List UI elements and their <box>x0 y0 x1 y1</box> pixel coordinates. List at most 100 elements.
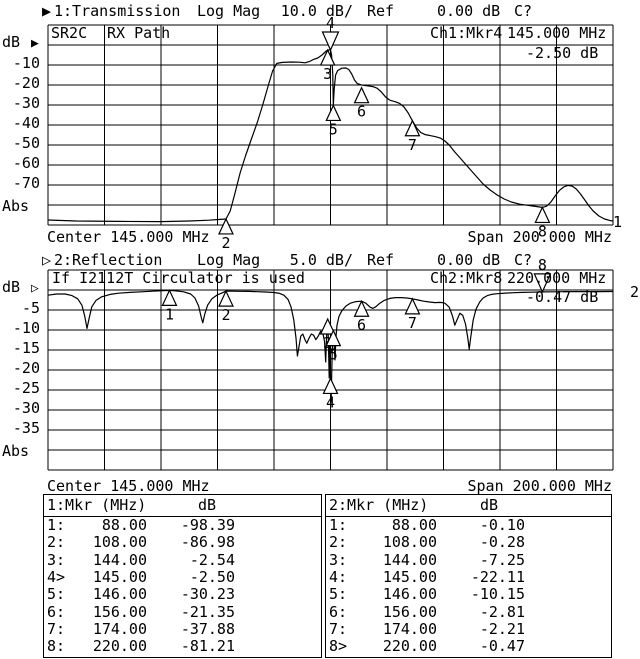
marker-2 <box>218 289 234 307</box>
marker-label-3: 3 <box>323 65 332 83</box>
divider <box>326 516 611 517</box>
ch2-marker-table-unit: dB <box>480 496 499 514</box>
marker-label-4: 4 <box>326 393 335 411</box>
marker-label-7: 7 <box>408 136 417 154</box>
ch1-span-freq: Span 200.000 MHz <box>467 228 613 246</box>
marker-db-value: -22.11 <box>470 568 525 587</box>
marker-number: 1: <box>47 516 66 534</box>
trace-reflection <box>47 289 614 403</box>
marker-number: 3: <box>47 550 66 569</box>
trace-transmission <box>47 49 614 223</box>
marker-table-row: 8> 220.00 -0.47 <box>326 639 611 656</box>
ch2-ref-value: 0.00 dB <box>437 251 501 269</box>
marker-number: 5: <box>47 585 66 604</box>
ch1-format: Log Mag <box>197 2 261 20</box>
y-axis-unit: dB <box>2 278 21 296</box>
marker-frequency: 146.00 <box>382 585 437 604</box>
marker-number: 4> <box>47 568 66 587</box>
marker-db-value: -86.98 <box>180 533 235 552</box>
marker-db-value: -0.47 <box>479 637 525 656</box>
marker-number: 6: <box>47 602 66 621</box>
marker-frequency: 108.00 <box>382 533 437 552</box>
marker-2 <box>218 217 234 235</box>
marker-table-row: 4: 145.00 -22.11 <box>326 570 611 587</box>
marker-number: 2: <box>329 533 348 552</box>
marker-1 <box>161 288 178 307</box>
marker-frequency: 156.00 <box>382 602 437 621</box>
ch2-center-freq: Center 145.000 MHz <box>47 477 210 495</box>
marker-number: 7: <box>329 620 348 639</box>
ch2-marker-value: -0.47 dB <box>526 288 599 306</box>
ch1-center-freq: Center 145.000 MHz <box>47 228 210 246</box>
divider <box>44 516 321 517</box>
marker-table-row: 2: 108.00 -86.98 <box>44 535 321 552</box>
marker-db-value: -2.54 <box>189 550 235 569</box>
y-axis-abs-label: Abs <box>2 197 30 215</box>
marker-number: 5: <box>329 585 348 604</box>
marker-label-1: 1 <box>165 305 174 323</box>
marker-number: 8> <box>329 637 348 656</box>
marker-table-row: 3: 144.00 -2.54 <box>44 550 321 570</box>
marker-frequency: 144.00 <box>382 550 437 569</box>
marker-number: 2: <box>47 533 66 552</box>
marker-table-row: 2: 108.00 -0.28 <box>326 535 611 552</box>
ch2-format: Log Mag <box>197 251 261 269</box>
marker-frequency: 146.00 <box>92 585 147 604</box>
y-axis-label: -50 <box>12 134 40 152</box>
y-axis-label: -10 <box>12 319 40 337</box>
ch2-span-freq: Span 200.000 MHz <box>467 477 613 495</box>
marker-table-row: 1: 88.00 -0.10 <box>326 518 611 535</box>
marker-label-5: 5 <box>329 120 338 138</box>
marker-table-row: 6: 156.00 -2.81 <box>326 602 611 622</box>
marker-db-value: -98.39 <box>180 516 235 534</box>
y-axis-label: -40 <box>12 114 40 132</box>
marker-table-row: 7: 174.00 -2.21 <box>326 622 611 639</box>
marker-frequency: 174.00 <box>382 620 437 639</box>
y-axis-label: -20 <box>12 359 40 377</box>
ch1-ref-label: Ref <box>367 2 395 20</box>
y-axis-label: -20 <box>12 74 40 92</box>
ch1-ref-position-arrow-icon: ▶ <box>31 36 39 51</box>
ch2-marker-freq: 220.000 MHz <box>507 269 607 287</box>
marker-number: 3: <box>329 550 348 569</box>
ch1-marker-table-unit: dB <box>198 496 217 514</box>
marker-table-row: 6: 156.00 -21.35 <box>44 602 321 622</box>
y-axis-label: -5 <box>21 299 40 317</box>
y-axis-label: -25 <box>12 379 40 397</box>
marker-table-row: 1: 88.00 -98.39 <box>44 518 321 535</box>
marker-label-4: 4 <box>326 14 335 32</box>
marker-table-row: 3: 144.00 -7.25 <box>326 550 611 570</box>
ch1-title: 1:Transmission <box>54 2 181 20</box>
marker-db-value: -0.28 <box>479 533 525 552</box>
y-axis-label: -30 <box>12 399 40 417</box>
marker-8 <box>534 206 551 224</box>
marker-frequency: 174.00 <box>92 620 147 639</box>
marker-frequency: 144.00 <box>92 550 147 569</box>
marker-label-2: 2 <box>221 234 230 252</box>
marker-frequency: 220.00 <box>382 637 437 656</box>
ch1-transmission-plot: 2 3 4 5 6 7 8 1 <box>47 14 622 252</box>
active-marker-8 <box>533 273 552 294</box>
marker-5 <box>325 329 342 347</box>
marker-db-value: -37.88 <box>180 620 235 639</box>
marker-label-6: 6 <box>357 103 366 121</box>
ch1-cal-status: C? <box>514 2 533 20</box>
marker-frequency: 156.00 <box>92 602 147 621</box>
marker-table-row: 5: 146.00 -30.23 <box>44 587 321 604</box>
marker-db-value: -2.21 <box>479 620 525 639</box>
marker-db-value: -81.21 <box>180 637 235 656</box>
marker-db-value: -2.81 <box>479 602 525 621</box>
marker-label-5: 5 <box>329 346 338 364</box>
marker-6 <box>353 299 370 317</box>
ch2-title: 2:Reflection <box>54 251 163 269</box>
marker-4 <box>322 377 339 395</box>
active-marker-4 <box>321 31 340 52</box>
ch1-marker-value: -2.50 dB <box>526 44 599 62</box>
marker-number: 6: <box>329 602 348 621</box>
ch2-marker-table-header: 2:Mkr (MHz) <box>329 496 429 514</box>
ch2-ref-label: Ref <box>367 251 395 269</box>
marker-db-value: -30.23 <box>180 585 235 604</box>
ch1-marker-freq: 145.000 MHz <box>507 24 607 42</box>
ch2-cal-status: C? <box>514 251 533 269</box>
ch2-note: If I2112T Circulator is used <box>52 269 305 287</box>
